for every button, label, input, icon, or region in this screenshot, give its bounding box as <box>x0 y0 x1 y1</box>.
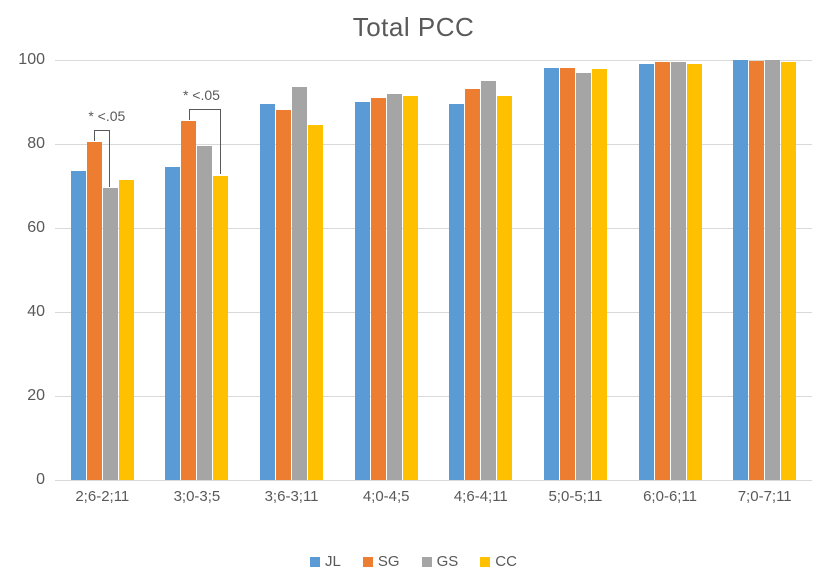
bar-jl <box>544 68 559 480</box>
significance-label: * <.05 <box>183 87 220 103</box>
legend-label: CC <box>495 553 517 570</box>
bar-sg <box>181 121 196 480</box>
bar-jl <box>355 102 370 480</box>
bar-sg <box>371 98 386 480</box>
legend-item-gs: GS <box>422 553 459 570</box>
x-tick-label: 7;0-7;11 <box>717 480 812 505</box>
significance-bracket <box>189 109 221 110</box>
y-tick-label: 80 <box>27 135 55 153</box>
legend-swatch <box>363 557 373 567</box>
x-tick-label: 4;0-4;5 <box>339 480 434 505</box>
bar-group: 4;6-4;11 <box>434 60 529 480</box>
bar-groups: 2;6-2;113;0-3;53;6-3;114;0-4;54;6-4;115;… <box>55 60 812 480</box>
legend-label: JL <box>325 553 341 570</box>
y-tick-label: 40 <box>27 303 55 321</box>
bar-gs <box>671 62 686 480</box>
bar-sg <box>276 110 291 480</box>
bar-group: 7;0-7;11 <box>717 60 812 480</box>
bar-gs <box>481 81 496 480</box>
bar-jl <box>733 60 748 480</box>
significance-bracket <box>94 130 110 131</box>
bar-cc <box>308 125 323 480</box>
x-tick-label: 3;0-3;5 <box>150 480 245 505</box>
bar-sg <box>465 89 480 480</box>
bar-cc <box>781 62 796 480</box>
bar-gs <box>576 73 591 480</box>
y-tick-label: 20 <box>27 387 55 405</box>
bar-cc <box>592 69 607 480</box>
bar-group: 5;0-5;11 <box>528 60 623 480</box>
bar-gs <box>103 188 118 480</box>
bar-jl <box>639 64 654 480</box>
y-tick-label: 60 <box>27 219 55 237</box>
legend-swatch <box>480 557 490 567</box>
bar-cc <box>403 96 418 480</box>
bar-sg <box>560 68 575 480</box>
legend-item-sg: SG <box>363 553 400 570</box>
bar-group: 3;0-3;5 <box>150 60 245 480</box>
x-tick-label: 6;0-6;11 <box>623 480 718 505</box>
legend-swatch <box>310 557 320 567</box>
plot-area: 2;6-2;113;0-3;53;6-3;114;0-4;54;6-4;115;… <box>55 60 812 481</box>
bar-cc <box>119 180 134 480</box>
bar-gs <box>387 94 402 480</box>
y-tick-label: 100 <box>18 51 55 69</box>
bar-jl <box>260 104 275 480</box>
bar-jl <box>165 167 180 480</box>
legend-item-cc: CC <box>480 553 517 570</box>
legend-swatch <box>422 557 432 567</box>
bar-group: 6;0-6;11 <box>623 60 718 480</box>
bar-sg <box>87 142 102 480</box>
x-tick-label: 4;6-4;11 <box>434 480 529 505</box>
bar-gs <box>292 87 307 480</box>
chart-title: Total PCC <box>0 12 827 43</box>
x-tick-label: 2;6-2;11 <box>55 480 150 505</box>
legend-label: SG <box>378 553 400 570</box>
bar-cc <box>687 64 702 480</box>
bar-group: 4;0-4;5 <box>339 60 434 480</box>
bar-cc <box>497 96 512 480</box>
x-tick-label: 3;6-3;11 <box>244 480 339 505</box>
bar-sg <box>749 61 764 480</box>
legend: JL SG GS CC <box>0 553 827 570</box>
chart-container: Total PCC 2;6-2;113;0-3;53;6-3;114;0-4;5… <box>0 0 827 580</box>
y-tick-label: 0 <box>36 471 55 489</box>
bar-gs <box>197 146 212 480</box>
bar-cc <box>213 176 228 481</box>
bar-gs <box>765 60 780 480</box>
bar-jl <box>449 104 464 480</box>
significance-label: * <.05 <box>88 108 125 124</box>
legend-item-jl: JL <box>310 553 341 570</box>
bar-sg <box>655 62 670 480</box>
x-tick-label: 5;0-5;11 <box>528 480 623 505</box>
legend-label: GS <box>437 553 459 570</box>
bar-jl <box>71 171 86 480</box>
bar-group: 3;6-3;11 <box>244 60 339 480</box>
